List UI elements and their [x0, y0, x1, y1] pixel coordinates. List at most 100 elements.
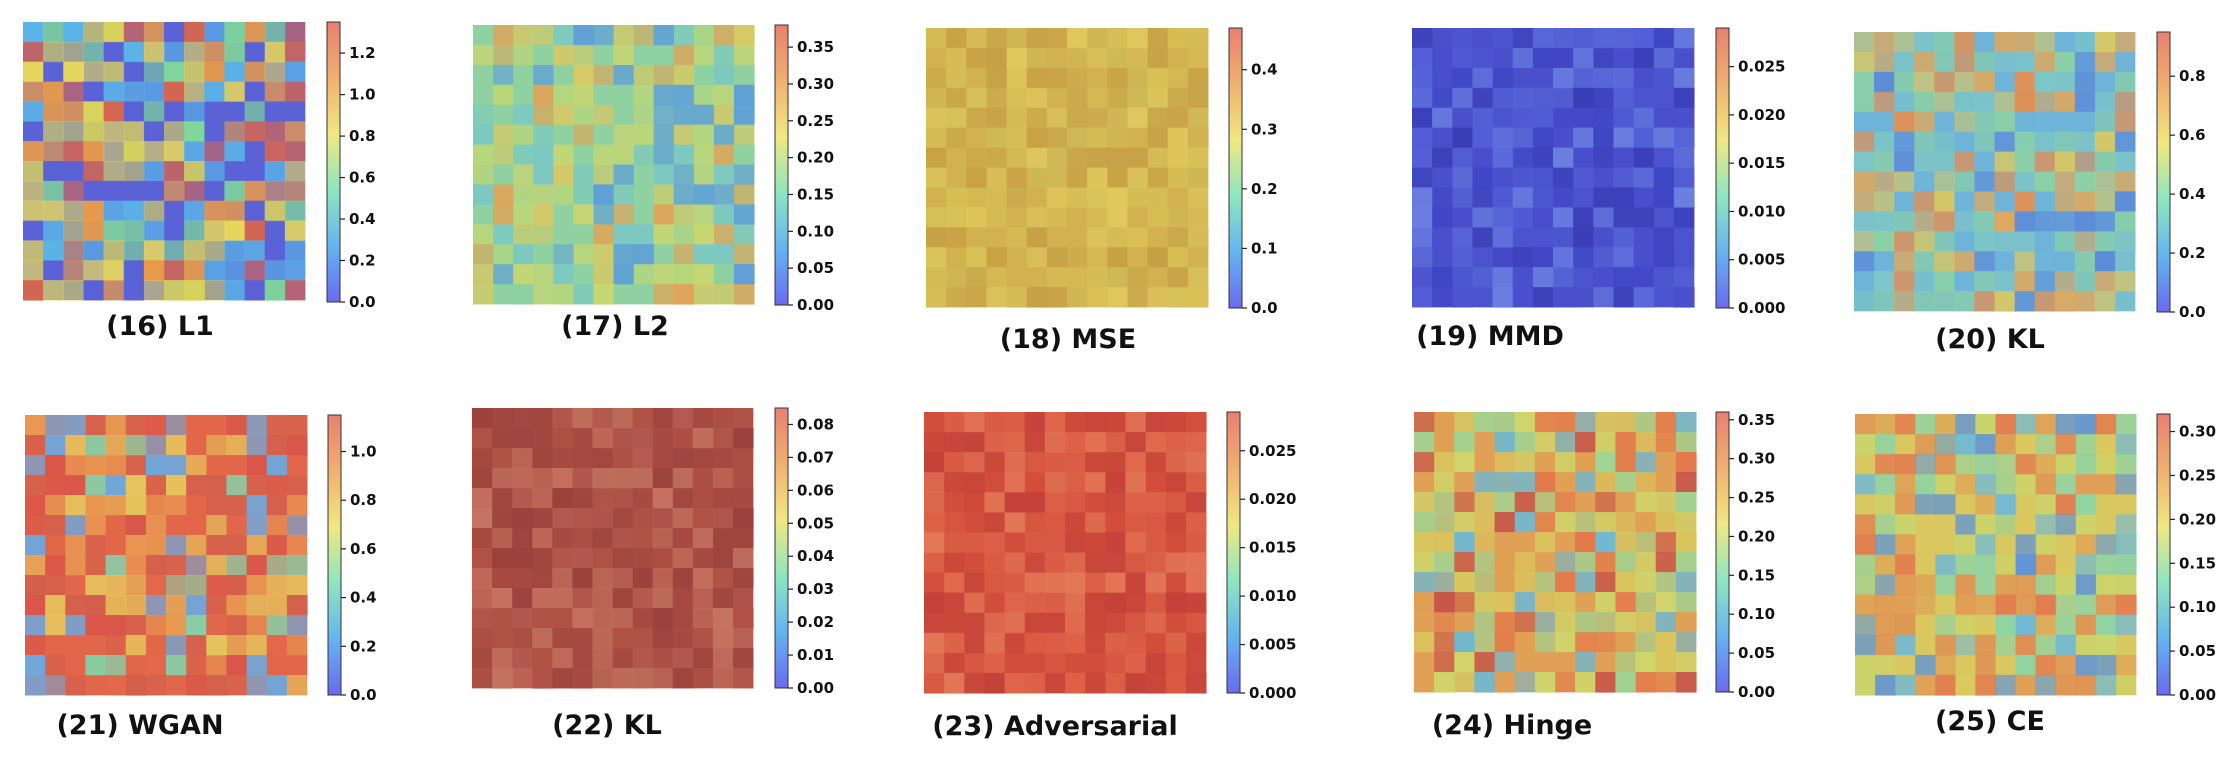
colorbar-tick-label: 0.05	[797, 259, 834, 277]
panel-caption: (16) L1	[106, 311, 214, 342]
colorbar-tick-label: 0.2	[2179, 244, 2206, 262]
colorbar-tick-label: 0.20	[1738, 527, 1775, 545]
colorbar-tick-label: 0.30	[2179, 423, 2216, 441]
panel-caption: (20) KL	[1935, 324, 2045, 355]
colorbar-tick-label: 0.25	[1738, 489, 1775, 507]
colorbar-tick-label: 0.04	[797, 547, 834, 565]
colorbar-tick-label: 0.00	[797, 679, 834, 697]
colorbar-tick-label: 0.4	[2179, 185, 2206, 203]
heatmap-panel: 0.00 0.05 0.10 0.15 0.20 0.25 0.30 0.35 (24) Hin…	[1414, 411, 1775, 741]
colorbar	[326, 21, 341, 303]
colorbar-tick-label: 0.025	[1738, 58, 1785, 76]
colorbar	[1715, 27, 1730, 309]
colorbar-tick-label: 0.30	[1738, 450, 1775, 468]
colorbar-tick-label: 0.00	[2179, 686, 2216, 704]
heatmap-image	[1855, 414, 2137, 696]
colorbar-tick-label: 0.25	[797, 112, 834, 130]
colorbar-tick-label: 0.10	[797, 222, 834, 240]
colorbar-tick-label: 0.05	[1738, 644, 1775, 662]
colorbar-tick-label: 0.000	[1738, 299, 1785, 317]
heatmap-panel: 0.000 0.005 0.010 0.015 0.020 0.025 (19) MMD	[1412, 27, 1785, 352]
colorbar-tick-label: 0.8	[2179, 67, 2206, 85]
colorbar-tick-label: 0.005	[1738, 251, 1785, 269]
heatmap-panel: 0.0 0.2 0.4 0.6 0.8 (20) KL	[1854, 31, 2206, 355]
colorbar-tick-label: 0.35	[1738, 411, 1775, 429]
colorbar-tick-label: 0.4	[350, 589, 377, 607]
colorbar	[1715, 411, 1730, 693]
colorbar	[327, 414, 342, 696]
colorbar-tick-label: 0.15	[1738, 566, 1775, 584]
colorbar-tick-label: 0.00	[1738, 683, 1775, 701]
colorbar-tick-label: 0.0	[350, 686, 377, 704]
colorbar-tick-label: 0.0	[1251, 299, 1278, 317]
panel-caption: (22) KL	[552, 710, 662, 741]
colorbar-tick-label: 0.02	[797, 613, 834, 631]
colorbar	[774, 407, 789, 689]
heatmap-image	[1854, 32, 2136, 312]
colorbar-tick-label: 0.4	[1251, 61, 1278, 79]
colorbar-tick-label: 0.06	[797, 481, 834, 499]
panel-caption: (19) MMD	[1416, 321, 1564, 352]
colorbar-tick-label: 0.05	[2179, 642, 2216, 660]
heatmap-image	[924, 412, 1207, 694]
colorbar-tick-label: 0.1	[1251, 239, 1278, 257]
colorbar-tick-label: 0.35	[797, 38, 834, 56]
colorbar-tick-label: 0.2	[1251, 180, 1278, 198]
colorbar	[1228, 27, 1243, 309]
colorbar-tick-label: 0.30	[797, 75, 834, 93]
colorbar-tick-label: 1.2	[349, 44, 376, 62]
heatmap-panel: 0.00 0.05 0.10 0.15 0.20 0.25 0.30 0.35 (17) L2	[473, 24, 834, 342]
panel-caption: (24) Hinge	[1432, 710, 1592, 741]
colorbar-tick-label: 0.01	[797, 646, 834, 664]
colorbar-tick-label: 0.25	[2179, 466, 2216, 484]
heatmap-panel: 0.00 0.05 0.10 0.15 0.20 0.25 0.30 (25) CE	[1855, 413, 2216, 737]
colorbar-tick-label: 0.4	[349, 210, 376, 228]
colorbar-tick-label: 0.8	[350, 491, 377, 509]
colorbar-tick-label: 0.0	[349, 293, 376, 311]
heatmap-image	[926, 28, 1209, 308]
colorbar-tick-label: 0.8	[349, 127, 376, 145]
colorbar-tick-label: 0.08	[797, 415, 834, 433]
panel-caption: (18) MSE	[1000, 324, 1136, 355]
colorbar-tick-label: 0.2	[349, 252, 376, 270]
heatmap-image	[1412, 28, 1695, 308]
colorbar-tick-label: 0.025	[1249, 442, 1296, 460]
colorbar-tick-label: 0.07	[797, 448, 834, 466]
colorbar-tick-label: 0.15	[797, 185, 834, 203]
colorbar-tick-label: 0.10	[2179, 598, 2216, 616]
panel-caption: (23) Adversarial	[932, 711, 1177, 742]
colorbar-tick-label: 0.6	[350, 540, 377, 558]
colorbar-tick-label: 0.05	[797, 514, 834, 532]
heatmap-panel: 0.0 0.2 0.4 0.6 0.8 1.0 1.2 (16) L1	[23, 21, 376, 342]
colorbar-tick-label: 0.20	[2179, 510, 2216, 528]
colorbar-tick-label: 0.020	[1738, 106, 1785, 124]
colorbar-tick-label: 0.000	[1249, 684, 1296, 702]
colorbar-tick-label: 0.2	[350, 637, 377, 655]
colorbar-tick-label: 0.6	[349, 169, 376, 187]
colorbar-tick-label: 0.20	[797, 149, 834, 167]
heatmap-panel: 0.000 0.005 0.010 0.015 0.020 0.025 (23) Adver…	[924, 411, 1296, 742]
colorbar-tick-label: 0.015	[1249, 539, 1296, 557]
heatmap-image	[23, 22, 306, 301]
colorbar	[774, 24, 789, 306]
panel-caption: (21) WGAN	[56, 710, 223, 741]
colorbar	[2156, 413, 2171, 696]
heatmap-image	[473, 25, 755, 305]
colorbar-tick-label: 1.0	[349, 86, 376, 104]
heatmap-image	[472, 408, 754, 689]
colorbar-tick-label: 0.015	[1738, 154, 1785, 172]
colorbar-tick-label: 0.005	[1249, 636, 1296, 654]
colorbar-tick-label: 0.010	[1738, 202, 1785, 220]
heatmap-panel: 0.00 0.01 0.02 0.03 0.04 0.05 0.06 0.07 0.08 (22)…	[472, 407, 834, 741]
panel-caption: (25) CE	[1935, 706, 2045, 737]
colorbar-tick-label: 0.00	[797, 296, 834, 314]
heatmap-panel: 0.0 0.1 0.2 0.3 0.4 (18) MSE	[926, 27, 1278, 355]
colorbar-tick-label: 0.0	[2179, 303, 2206, 321]
colorbar-tick-label: 0.03	[797, 580, 834, 598]
colorbar-tick-label: 0.010	[1249, 587, 1296, 605]
colorbar-tick-label: 0.3	[1251, 120, 1278, 138]
heatmap-image	[1414, 412, 1697, 693]
heatmap-image	[25, 415, 308, 696]
colorbar-tick-label: 0.15	[2179, 554, 2216, 572]
